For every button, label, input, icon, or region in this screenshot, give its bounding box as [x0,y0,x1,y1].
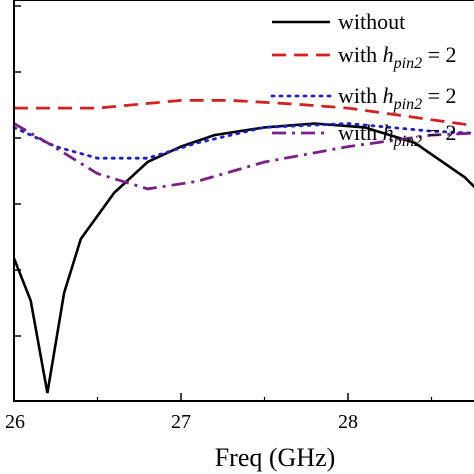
series-line-3 [12,122,474,160]
x-tick-label-26: 26 [5,411,25,433]
series-line-4 [13,122,474,191]
legend: without with hpin2 = 2 with hpin2 = 2 with … [270,9,457,150]
series-line-1 [12,122,474,394]
legend-label-2: with hpin2 = 2 [338,42,457,72]
legend-label-1: without [338,9,405,34]
legend-label-3: with hpin2 = 2 [338,83,457,113]
y-axis-ticks [14,5,21,337]
x-axis: 262728293031 [5,393,433,433]
plot-lines [12,99,474,394]
x-axis-title: Freq (GHz) [215,443,336,472]
x-tick-label-28: 28 [338,411,358,433]
legend-label-4: with hpin2 = 2 [338,120,457,150]
x-tick-label-27: 27 [171,411,191,433]
plot-frame [13,0,474,402]
